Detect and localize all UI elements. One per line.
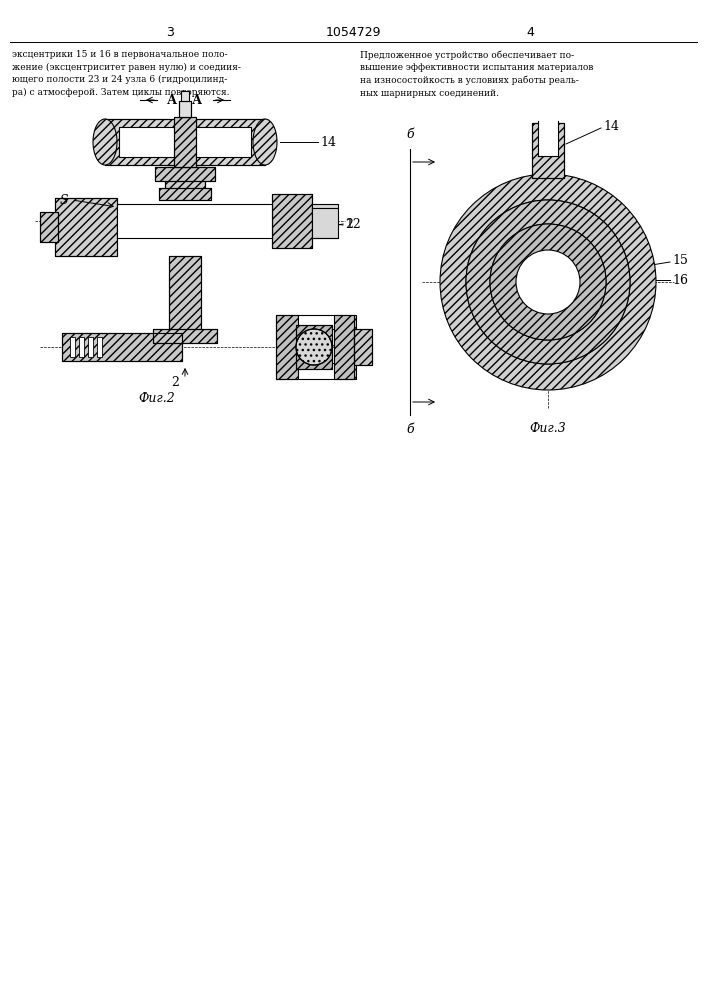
Bar: [105, 119, 265, 165]
Text: 2: 2: [171, 376, 179, 389]
Bar: [169, 256, 201, 331]
Bar: [174, 117, 196, 167]
Circle shape: [490, 224, 606, 340]
Bar: [532, 123, 564, 178]
Circle shape: [440, 174, 656, 390]
Text: 1: 1: [345, 218, 353, 231]
Text: 14: 14: [603, 119, 619, 132]
Text: Предложенное устройство обеспечивает по-
вышение эффективности испытания материа: Предложенное устройство обеспечивает по-…: [360, 50, 593, 98]
Text: S: S: [59, 194, 68, 207]
Bar: [62, 333, 182, 361]
Bar: [55, 198, 117, 256]
Text: А – А: А – А: [168, 94, 203, 106]
Text: 14: 14: [320, 135, 336, 148]
Circle shape: [466, 200, 630, 364]
Bar: [312, 204, 338, 238]
Bar: [117, 204, 272, 238]
Bar: [159, 188, 211, 200]
Bar: [174, 117, 196, 167]
Ellipse shape: [253, 119, 277, 165]
Bar: [276, 315, 354, 379]
Bar: [296, 325, 332, 369]
Ellipse shape: [93, 119, 117, 165]
Bar: [181, 91, 189, 101]
Bar: [538, 121, 558, 156]
Bar: [296, 325, 332, 369]
Bar: [276, 315, 298, 379]
Bar: [55, 198, 117, 256]
Bar: [105, 119, 265, 165]
Text: 3: 3: [166, 25, 174, 38]
Text: 22: 22: [345, 219, 361, 232]
Circle shape: [296, 329, 332, 365]
Text: 4: 4: [526, 25, 534, 38]
Bar: [532, 123, 564, 178]
Bar: [354, 329, 372, 365]
Text: 15: 15: [672, 253, 688, 266]
Bar: [155, 167, 215, 181]
Text: 5: 5: [345, 357, 353, 369]
Bar: [165, 167, 205, 190]
Bar: [40, 212, 58, 242]
Bar: [88, 337, 93, 357]
Text: б: б: [407, 423, 414, 436]
Bar: [159, 188, 211, 200]
Bar: [62, 333, 182, 361]
Bar: [97, 337, 102, 357]
Bar: [272, 194, 312, 248]
Bar: [153, 329, 217, 343]
Text: 1054729: 1054729: [325, 25, 381, 38]
Bar: [272, 194, 312, 248]
Text: 16: 16: [672, 273, 688, 286]
Bar: [155, 167, 215, 181]
Circle shape: [490, 224, 606, 340]
Bar: [334, 315, 356, 379]
Bar: [354, 329, 372, 365]
Bar: [119, 127, 251, 157]
Text: Фиг.2: Фиг.2: [139, 392, 175, 406]
Text: эксцентрики 15 и 16 в первоначальное поло-
жение (эксцентриситет равен нулю) и с: эксцентрики 15 и 16 в первоначальное пол…: [12, 50, 241, 97]
Bar: [79, 337, 84, 357]
Bar: [70, 337, 75, 357]
Text: Фиг.3: Фиг.3: [530, 422, 566, 434]
Bar: [40, 212, 58, 242]
Text: 4: 4: [345, 338, 353, 352]
Text: б: б: [407, 128, 414, 141]
Bar: [179, 101, 191, 117]
Text: 3: 3: [345, 322, 353, 336]
Bar: [165, 167, 205, 190]
Circle shape: [466, 200, 630, 364]
Bar: [153, 329, 217, 343]
Circle shape: [516, 250, 580, 314]
Bar: [169, 256, 201, 331]
